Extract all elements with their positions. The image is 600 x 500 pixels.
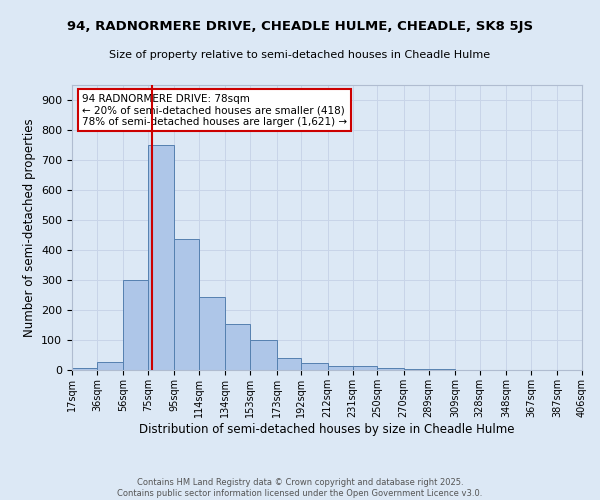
Text: 94 RADNORMERE DRIVE: 78sqm
← 20% of semi-detached houses are smaller (418)
78% o: 94 RADNORMERE DRIVE: 78sqm ← 20% of semi… bbox=[82, 94, 347, 126]
Text: Contains HM Land Registry data © Crown copyright and database right 2025.
Contai: Contains HM Land Registry data © Crown c… bbox=[118, 478, 482, 498]
Bar bbox=[277, 358, 301, 370]
Bar bbox=[97, 362, 123, 370]
Bar bbox=[377, 368, 404, 370]
Bar bbox=[353, 366, 377, 370]
Y-axis label: Number of semi-detached properties: Number of semi-detached properties bbox=[23, 118, 35, 337]
Text: Size of property relative to semi-detached houses in Cheadle Hulme: Size of property relative to semi-detach… bbox=[109, 50, 491, 60]
Text: 94, RADNORMERE DRIVE, CHEADLE HULME, CHEADLE, SK8 5JS: 94, RADNORMERE DRIVE, CHEADLE HULME, CHE… bbox=[67, 20, 533, 33]
Bar bbox=[148, 145, 174, 370]
Bar bbox=[301, 364, 328, 370]
Bar bbox=[199, 296, 226, 370]
Bar bbox=[123, 280, 148, 370]
X-axis label: Distribution of semi-detached houses by size in Cheadle Hulme: Distribution of semi-detached houses by … bbox=[139, 422, 515, 436]
Bar bbox=[226, 324, 250, 370]
Bar bbox=[328, 366, 353, 370]
Bar bbox=[72, 368, 97, 370]
Bar bbox=[250, 340, 277, 370]
Bar bbox=[174, 238, 199, 370]
Bar bbox=[404, 369, 428, 370]
